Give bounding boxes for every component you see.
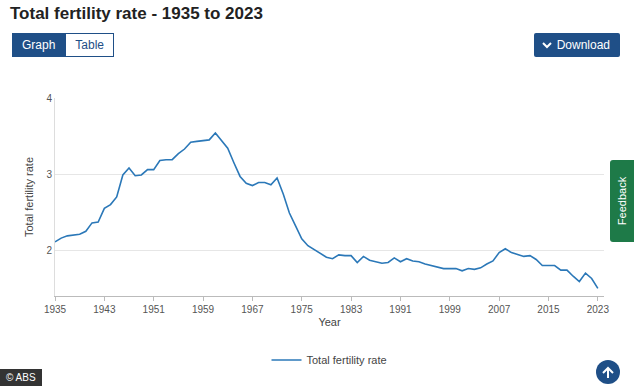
svg-text:1959: 1959: [192, 304, 215, 315]
svg-text:2015: 2015: [537, 304, 560, 315]
html-text:Download: Download: [556, 38, 610, 52]
svg-text:4: 4: [46, 93, 52, 104]
html-text:Feedback: Feedback: [616, 176, 628, 226]
html-text:Graph: Graph: [22, 38, 56, 52]
svg-text:1943: 1943: [93, 304, 116, 315]
svg-text:Total fertility rate: Total fertility rate: [23, 157, 35, 237]
html-text:© ABS: © ABS: [6, 372, 36, 383]
svg-text:1967: 1967: [241, 304, 264, 315]
svg-text:2023: 2023: [587, 304, 610, 315]
svg-text:1951: 1951: [143, 304, 166, 315]
svg-text:2: 2: [46, 245, 52, 256]
svg-text:Year: Year: [318, 316, 341, 328]
svg-text:1991: 1991: [389, 304, 412, 315]
html-text:Total fertility rate - 1935 to: Total fertility rate - 1935 to 2023: [10, 4, 263, 23]
svg-text:Total fertility rate: Total fertility rate: [307, 354, 387, 366]
svg-text:2007: 2007: [488, 304, 511, 315]
html-text:Table: Table: [75, 38, 104, 52]
svg-text:1935: 1935: [44, 304, 67, 315]
svg-text:3: 3: [46, 169, 52, 180]
svg-text:1999: 1999: [439, 304, 462, 315]
svg-text:1983: 1983: [340, 304, 363, 315]
svg-text:1975: 1975: [291, 304, 314, 315]
